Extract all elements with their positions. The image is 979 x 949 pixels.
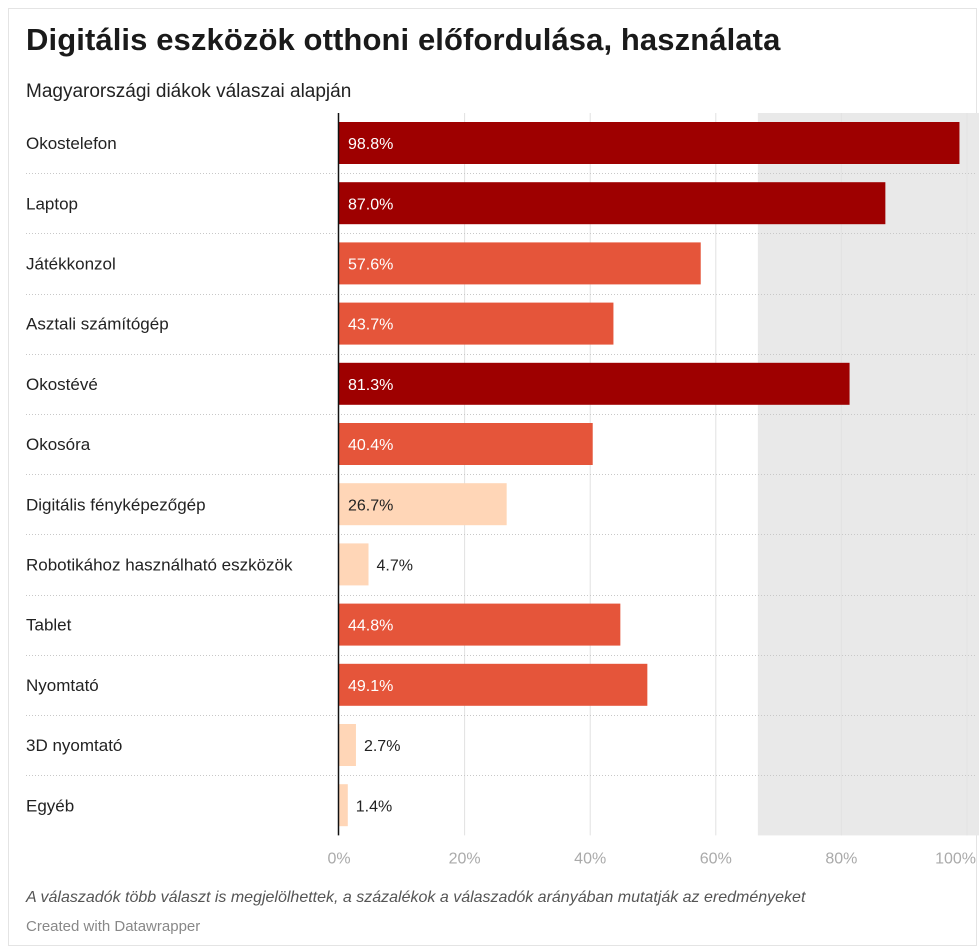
bar: [339, 724, 356, 766]
value-label: 26.7%: [348, 497, 393, 514]
chart-title: Digitális eszközök otthoni előfordulása,…: [26, 22, 781, 57]
bar: [339, 663, 648, 706]
bar: [339, 242, 701, 285]
category-label: Okostévé: [26, 375, 98, 394]
x-tick-label: 20%: [449, 850, 481, 867]
value-label: 4.7%: [377, 558, 413, 575]
value-label: 1.4%: [356, 798, 392, 815]
chart-notes: A válaszadók több választ is megjelölhet…: [26, 889, 806, 906]
category-label: Nyomtató: [26, 676, 99, 695]
x-tick-label: 40%: [574, 850, 606, 867]
value-label: 57.6%: [348, 257, 393, 274]
x-tick-label: 0%: [327, 850, 350, 867]
value-label: 49.1%: [348, 678, 393, 695]
value-label: 87.0%: [348, 196, 393, 213]
chart-credit: Created with Datawrapper: [26, 918, 201, 935]
bar: [339, 122, 960, 164]
bar: [339, 362, 850, 405]
category-label: Robotikához használható eszközök: [26, 556, 293, 575]
category-label: Egyéb: [26, 796, 74, 815]
value-label: 98.8%: [348, 136, 393, 153]
bar: [339, 302, 614, 345]
x-tick-label: 60%: [700, 850, 732, 867]
value-label: 43.7%: [348, 317, 393, 334]
bar: [339, 483, 507, 526]
bar: [339, 543, 369, 586]
bar: [339, 784, 348, 827]
bar: [339, 423, 593, 465]
category-label: Digitális fényképezőgép: [26, 495, 206, 514]
bar: [339, 182, 886, 225]
value-label: 44.8%: [348, 618, 393, 635]
category-label: Asztali számítógép: [26, 315, 169, 334]
x-tick-label: 80%: [825, 850, 857, 867]
category-label: Tablet: [26, 616, 72, 635]
category-label: Játékkonzol: [26, 255, 116, 274]
category-label: Okosóra: [26, 435, 91, 454]
chart-subtitle: Magyarországi diákok válaszai alapján: [26, 81, 352, 102]
x-tick-label: 100%: [935, 850, 976, 867]
bar: [339, 603, 621, 646]
category-label: Laptop: [26, 194, 78, 213]
value-label: 81.3%: [348, 377, 393, 394]
category-label: Okostelefon: [26, 134, 117, 153]
category-label: 3D nyomtató: [26, 736, 122, 755]
value-label: 2.7%: [364, 738, 400, 755]
value-label: 40.4%: [348, 437, 393, 454]
